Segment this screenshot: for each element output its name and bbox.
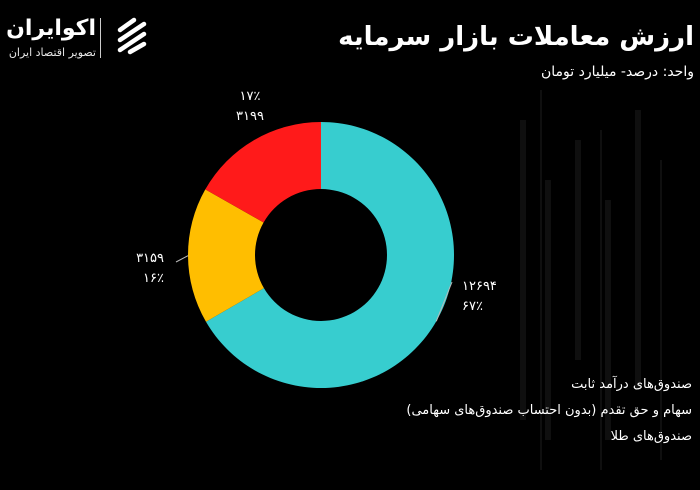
chart-legend: صندوق‌های درآمد ثابت سهام و حق تقدم (بدو…: [406, 372, 692, 450]
legend-item-fixed-income: صندوق‌های درآمد ثابت: [571, 377, 692, 392]
leader-line-fixed-income: [435, 281, 453, 322]
chart-title: ارزش معاملات بازار سرمایه: [338, 22, 694, 52]
value-label-fixed-income: ۱۲۶۹۴: [462, 279, 497, 294]
brand-tagline: تصویر اقتصاد ایران: [8, 46, 96, 59]
leader-line-equity: [175, 255, 189, 263]
percent-label-equity: ۱۶٪: [143, 271, 164, 286]
value-label-equity: ۳۱۵۹: [136, 251, 164, 266]
legend-item-gold: صندوق‌های طلا: [610, 429, 692, 444]
legend-item-equity: سهام و حق تقدم (بدون احتساب صندوق‌های سه…: [406, 403, 692, 418]
percent-label-fixed-income: ۶۷٪: [462, 299, 483, 314]
percent-label-gold: ۱۷٪: [240, 89, 261, 104]
logo-separator: [100, 18, 101, 58]
slice-gold: [205, 122, 321, 223]
slice-fixed-income: [205, 122, 454, 388]
ecoiran-logo-icon: [117, 17, 147, 55]
brand-logo: اکوایران تصویر اقتصاد ایران: [0, 14, 160, 70]
value-label-gold: ۳۱۹۹: [236, 109, 264, 124]
slice-equity: [188, 189, 264, 322]
brand-name: اکوایران: [6, 16, 96, 41]
chart-subtitle: واحد: درصد- میلیارد تومان: [540, 64, 694, 80]
